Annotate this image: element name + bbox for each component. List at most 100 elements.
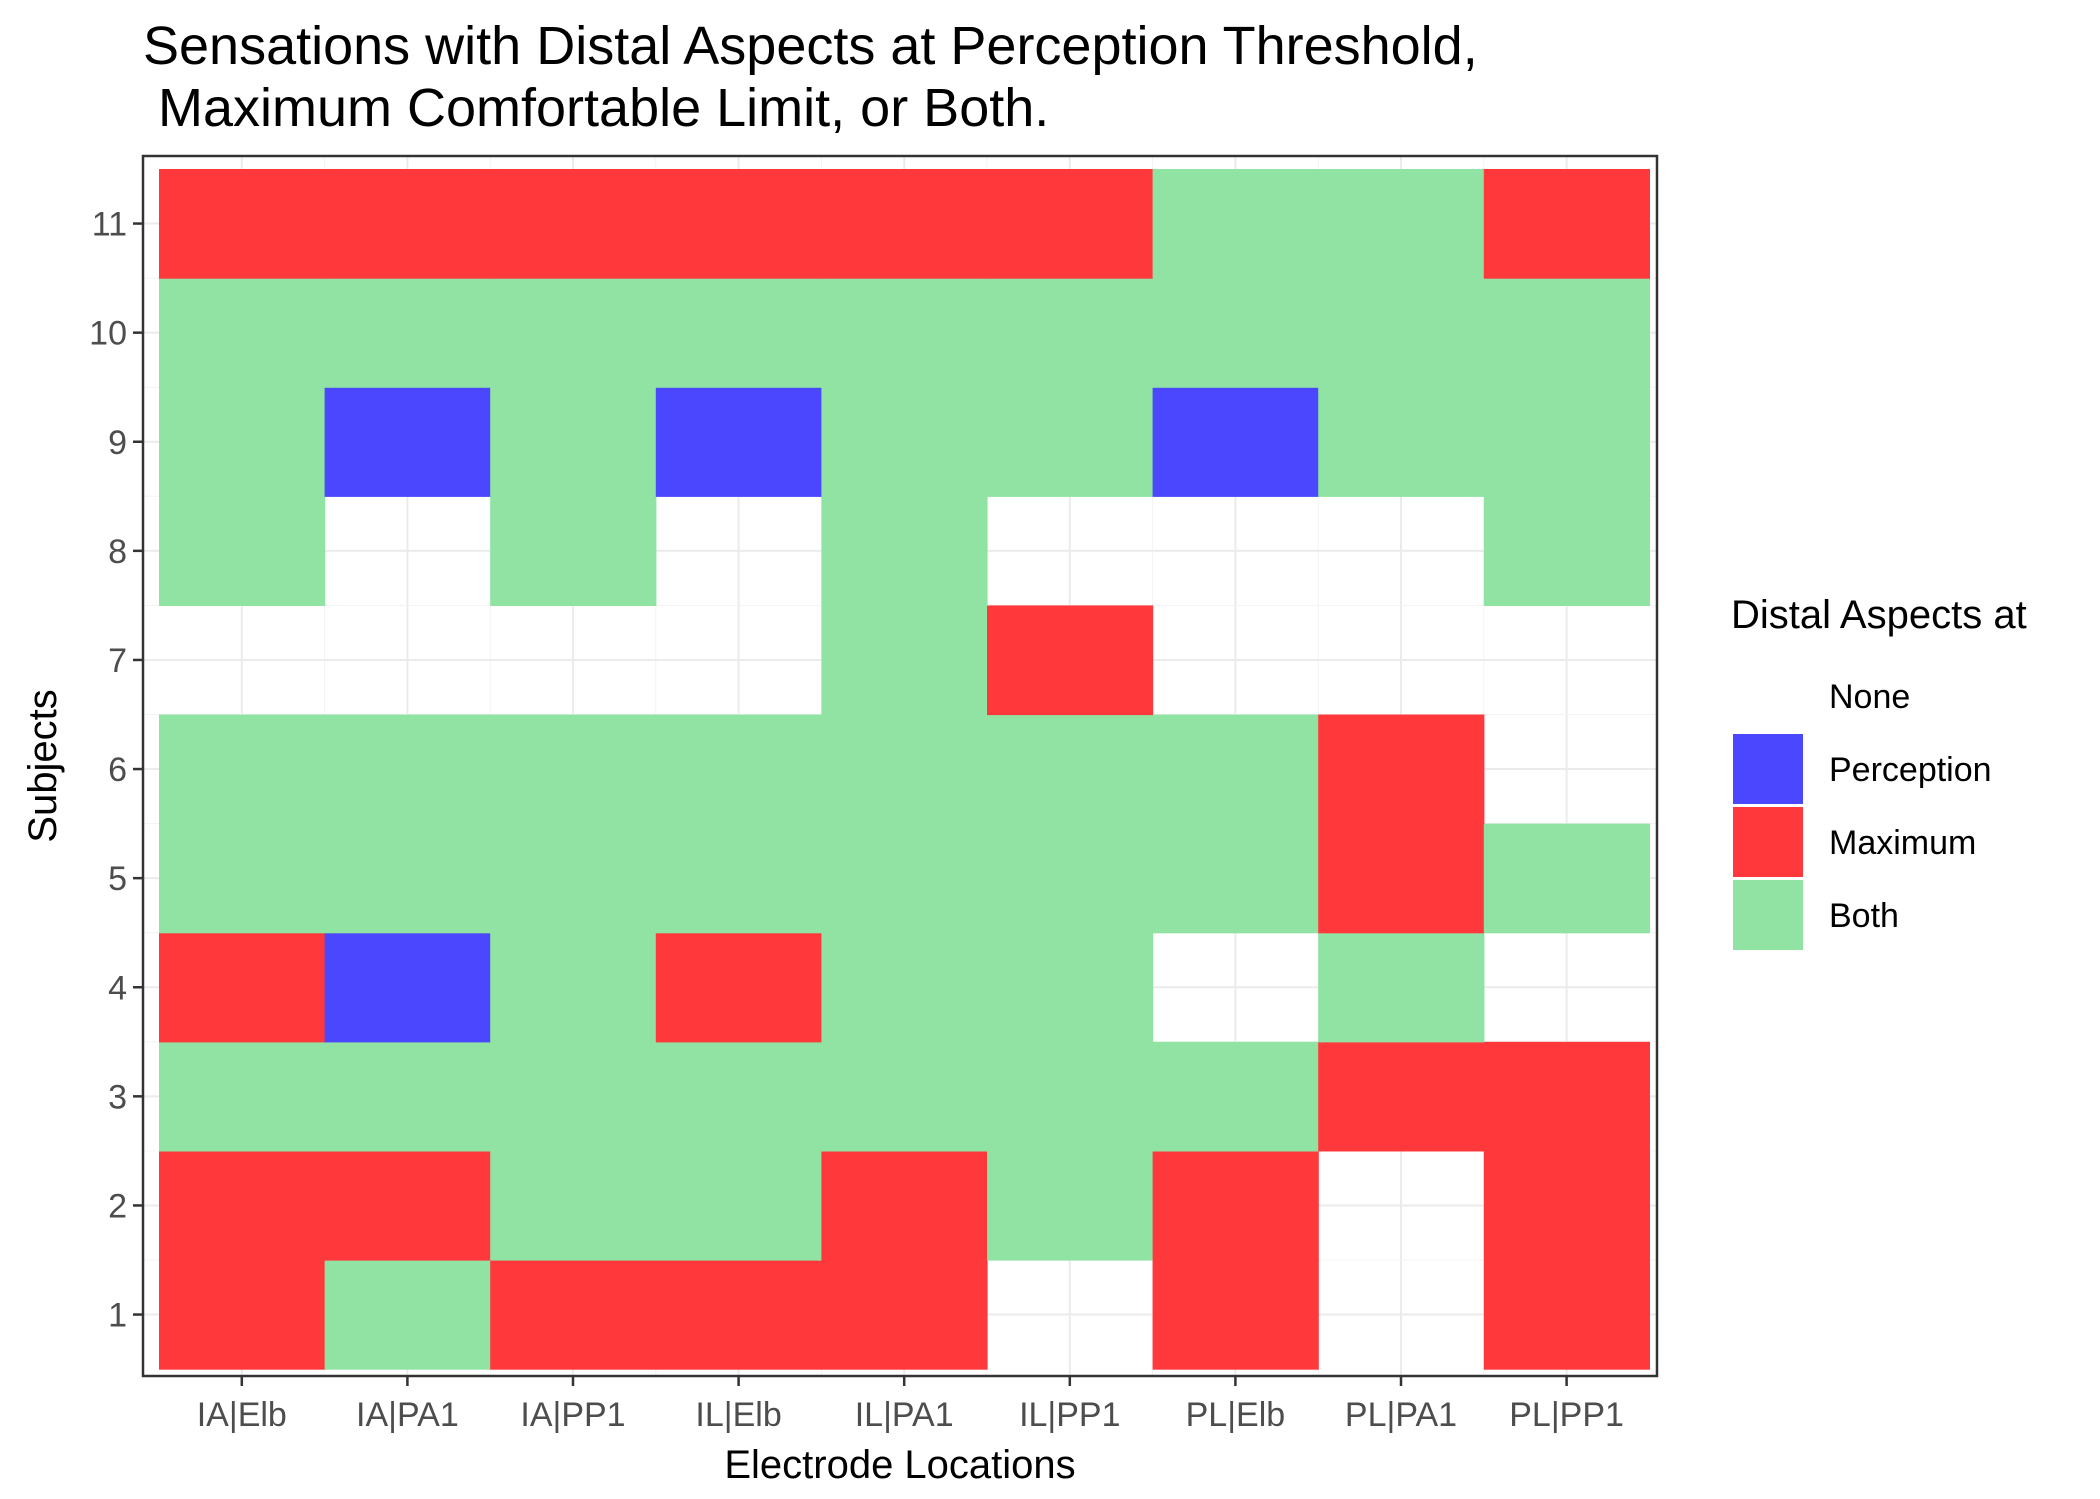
- x-tick-label: IA|Elb: [197, 1396, 287, 1434]
- tile-s8-PL-PP1: [1483, 496, 1650, 606]
- tile-s2-IA-PA1: [324, 1150, 491, 1261]
- tile-s2-PL-Elb: [1152, 1150, 1319, 1261]
- tile-s1-IL-PA1: [821, 1260, 988, 1370]
- tile-s11-PL-PA1: [1318, 169, 1485, 279]
- x-tick-label: PL|PP1: [1509, 1396, 1624, 1434]
- tile-s1-IL-Elb: [655, 1260, 822, 1370]
- plot-panel-border: [141, 154, 1659, 1378]
- x-tick-label: IL|Elb: [695, 1396, 781, 1434]
- tile-s10-IA-PP1: [490, 278, 657, 388]
- legend: Distal Aspects at None Perception Maximum B…: [1731, 593, 2027, 950]
- tile-s9-IA-PP1: [490, 387, 657, 497]
- y-axis-ticks: 1 2 3 4 5 6 7 8 9 10 11: [89, 206, 143, 1335]
- tile-s11-IL-PP1: [987, 169, 1154, 279]
- y-tick-label: 3: [108, 1078, 127, 1116]
- tile-s11-IA-PA1: [324, 169, 491, 279]
- tile-s11-PL-PP1: [1483, 169, 1650, 279]
- x-axis-ticks: IA|Elb IA|PA1 IA|PP1 IL|Elb IL|PA1 IL|PP1 PL|E…: [197, 1376, 1624, 1434]
- legend-key-none: [1733, 661, 1803, 731]
- tile-s3-PL-Elb: [1152, 1041, 1319, 1152]
- tile-s10-IL-PP1: [987, 278, 1154, 388]
- tile-s9-PL-PA1: [1318, 387, 1485, 497]
- x-tick-label: IA|PA1: [356, 1396, 459, 1434]
- x-tick-label: PL|Elb: [1186, 1396, 1286, 1434]
- legend-label-both: Both: [1829, 897, 1899, 935]
- legend-title: Distal Aspects at: [1731, 593, 2027, 637]
- y-tick-label: 11: [92, 206, 127, 244]
- legend-label-perception: Perception: [1829, 751, 1992, 789]
- legend-label-none: None: [1829, 678, 1910, 716]
- tile-s5-PL-Elb: [1152, 823, 1319, 934]
- tile-s10-PL-PP1: [1483, 278, 1650, 388]
- y-tick-label: 7: [108, 642, 127, 680]
- y-tick-label: 8: [108, 533, 127, 571]
- tile-s6-PL-PA1: [1318, 714, 1485, 825]
- tile-s6-IA-PA1: [324, 714, 491, 825]
- tile-s10-IL-PA1: [821, 278, 988, 388]
- tile-s8-IL-PA1: [821, 496, 988, 606]
- tile-s2-IL-PA1: [821, 1150, 988, 1261]
- tile-s3-IA-PP1: [490, 1041, 657, 1152]
- tile-s10-IA-PA1: [324, 278, 491, 388]
- tile-s3-IL-PA1: [821, 1041, 988, 1152]
- tile-s2-IA-Elb: [159, 1150, 326, 1261]
- tile-s1-IA-Elb: [159, 1260, 326, 1370]
- x-tick-label: IL|PA1: [855, 1396, 954, 1434]
- tile-s6-IA-PP1: [490, 714, 657, 825]
- tile-s4-PL-PA1: [1318, 932, 1485, 1043]
- tile-s3-IA-Elb: [159, 1041, 326, 1152]
- x-tick-label: IL|PP1: [1019, 1396, 1120, 1434]
- tile-s2-IL-Elb: [655, 1150, 822, 1261]
- tile-s9-IA-Elb: [159, 387, 326, 497]
- legend-key-maximum: [1733, 807, 1803, 877]
- tile-s7-IL-PA1: [821, 605, 988, 716]
- tile-s9-IL-Elb: [655, 387, 822, 497]
- tile-s4-IL-Elb: [655, 932, 822, 1043]
- tile-s10-PL-Elb: [1152, 278, 1319, 388]
- tile-s5-IL-PP1: [987, 823, 1154, 934]
- tile-s9-IL-PP1: [987, 387, 1154, 497]
- tile-s6-IL-PP1: [987, 714, 1154, 825]
- y-tick-label: 9: [108, 424, 127, 462]
- tile-s11-IA-Elb: [159, 169, 326, 279]
- y-tick-label: 10: [89, 315, 127, 353]
- tile-s3-PL-PA1: [1318, 1041, 1485, 1152]
- tile-s2-PL-PP1: [1483, 1150, 1650, 1261]
- tile-s6-PL-Elb: [1152, 714, 1319, 825]
- x-tick-label: IA|PP1: [520, 1396, 625, 1434]
- tile-s6-IL-PA1: [821, 714, 988, 825]
- tile-s9-IL-PA1: [821, 387, 988, 497]
- y-axis-title: Subjects: [21, 689, 65, 842]
- tile-s1-IA-PP1: [490, 1260, 657, 1370]
- tile-s9-PL-Elb: [1152, 387, 1319, 497]
- legend-entries: None Perception Maximum Both: [1733, 661, 1992, 950]
- tile-s5-IL-Elb: [655, 823, 822, 934]
- legend-label-maximum: Maximum: [1829, 824, 1976, 862]
- tile-s5-IA-PA1: [324, 823, 491, 934]
- tile-s7-IL-PP1: [987, 605, 1154, 716]
- tile-s8-IA-PP1: [490, 496, 657, 606]
- tile-s3-IA-PA1: [324, 1041, 491, 1152]
- tile-s11-IL-Elb: [655, 169, 822, 279]
- tile-s5-IA-Elb: [159, 823, 326, 934]
- tile-s5-IL-PA1: [821, 823, 988, 934]
- tile-s3-PL-PP1: [1483, 1041, 1650, 1152]
- tile-s5-IA-PP1: [490, 823, 657, 934]
- legend-key-perception: [1733, 734, 1803, 804]
- tile-s11-IA-PP1: [490, 169, 657, 279]
- x-tick-label: PL|PA1: [1345, 1396, 1457, 1434]
- tile-s9-IA-PA1: [324, 387, 491, 497]
- tile-s4-IA-Elb: [159, 932, 326, 1043]
- heatmap-tiles: [159, 169, 1650, 1370]
- tile-s3-IL-PP1: [987, 1041, 1154, 1152]
- y-tick-label: 4: [108, 969, 127, 1007]
- tile-s4-IL-PP1: [987, 932, 1154, 1043]
- tile-s10-PL-PA1: [1318, 278, 1485, 388]
- tile-s5-PL-PA1: [1318, 823, 1485, 934]
- y-tick-label: 6: [108, 751, 127, 789]
- tile-s5-PL-PP1: [1483, 823, 1650, 934]
- tile-s1-PL-Elb: [1152, 1260, 1319, 1370]
- tile-s6-IA-Elb: [159, 714, 326, 825]
- tile-s6-IL-Elb: [655, 714, 822, 825]
